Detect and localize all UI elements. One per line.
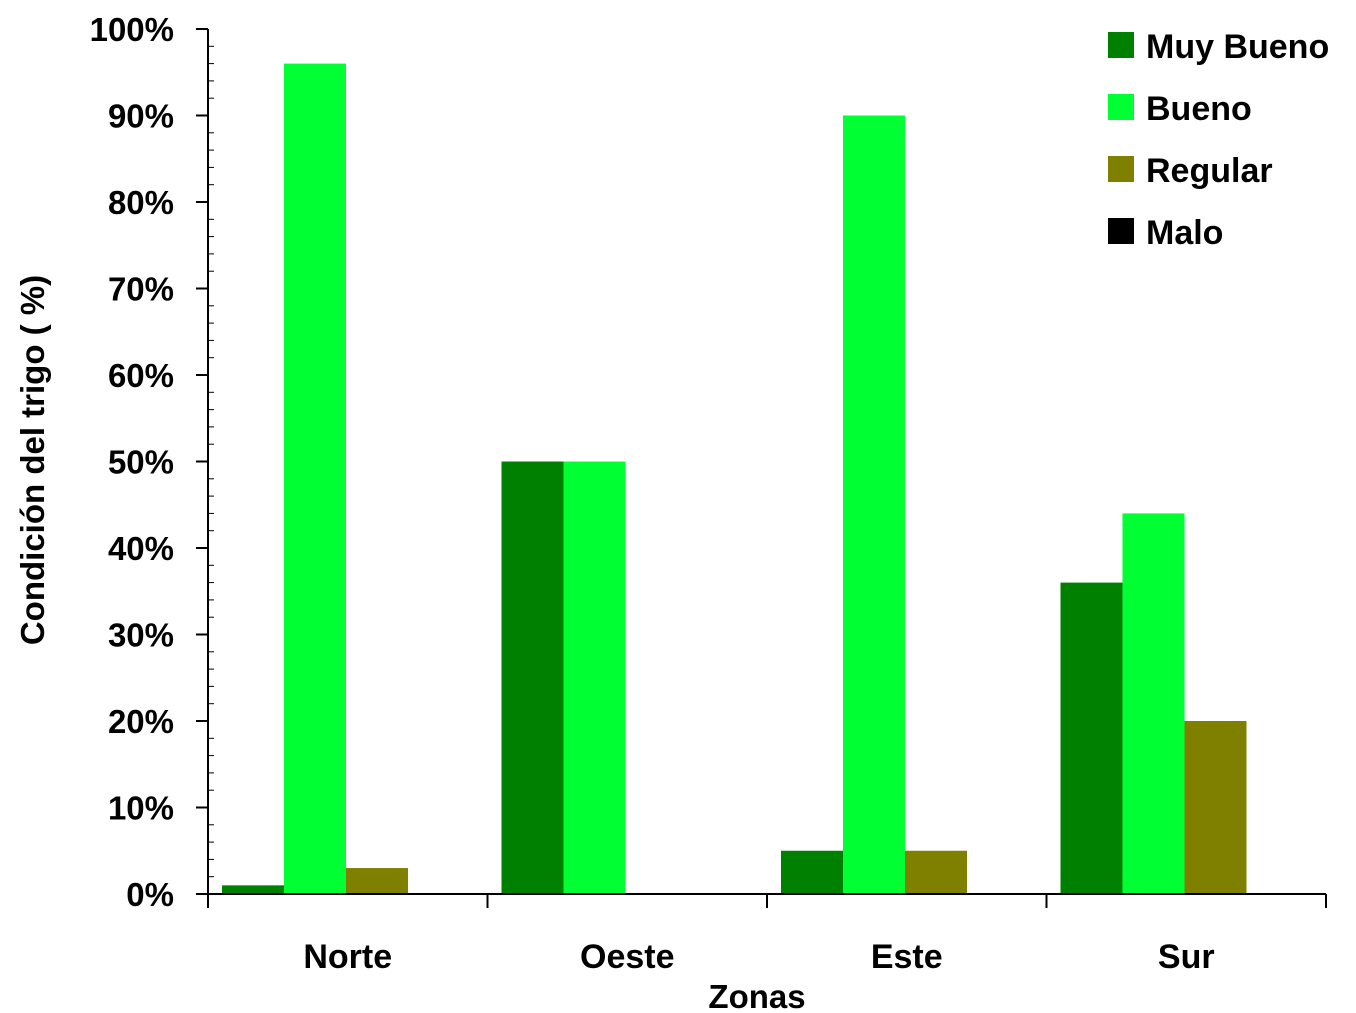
legend-swatch-bueno [1108, 94, 1134, 120]
x-category-label: Oeste [580, 938, 675, 976]
legend-label-malo: Malo [1146, 214, 1223, 252]
y-axis-title: Condición del trigo ( %) [14, 275, 51, 645]
legend-swatch-muy-bueno [1108, 32, 1134, 58]
bar-muy-bueno-este [781, 850, 843, 894]
x-category-labels: Norte Oeste Este Sur [303, 938, 1214, 976]
bar-bueno-este [843, 115, 905, 894]
x-category-label: Sur [1158, 938, 1215, 976]
y-tick-labels: 0% 10% 20% 30% 40% 50% 60% 70% 80% 90% 100% [90, 11, 174, 913]
bar-muy-bueno-norte [222, 885, 284, 894]
y-tick-label: 100% [90, 11, 174, 48]
legend: Muy Bueno Bueno Regular Malo [1108, 28, 1329, 252]
legend-swatch-regular [1108, 156, 1134, 182]
y-tick-label: 80% [108, 184, 174, 221]
y-tick-label: 70% [108, 271, 174, 308]
bar-regular-sur [1184, 721, 1247, 894]
bar-regular-norte [346, 868, 408, 894]
legend-label-bueno: Bueno [1146, 90, 1252, 128]
y-tick-label: 10% [108, 790, 174, 827]
y-tick-label: 40% [108, 530, 174, 567]
legend-label-muy-bueno: Muy Bueno [1146, 28, 1329, 66]
bar-bueno-norte [284, 63, 346, 895]
y-tick-label: 90% [108, 98, 174, 135]
bar-bueno-sur [1122, 513, 1185, 894]
y-tick-label: 60% [108, 357, 174, 394]
axes-layer [196, 28, 1327, 908]
bar-bueno-oeste [563, 461, 626, 894]
bar-regular-este [905, 850, 967, 894]
y-tick-label: 50% [108, 444, 174, 481]
x-category-label: Este [871, 938, 943, 976]
y-tick-label: 0% [126, 876, 174, 913]
x-category-label: Norte [303, 938, 392, 976]
legend-label-regular: Regular [1146, 152, 1273, 190]
bar-muy-bueno-sur [1060, 582, 1123, 894]
x-axis-title: Zonas [708, 978, 805, 1013]
legend-swatch-malo [1108, 218, 1134, 244]
y-tick-label: 30% [108, 617, 174, 654]
bar-muy-bueno-oeste [501, 461, 564, 894]
bars-layer [222, 63, 1247, 895]
y-tick-label: 20% [108, 703, 174, 740]
